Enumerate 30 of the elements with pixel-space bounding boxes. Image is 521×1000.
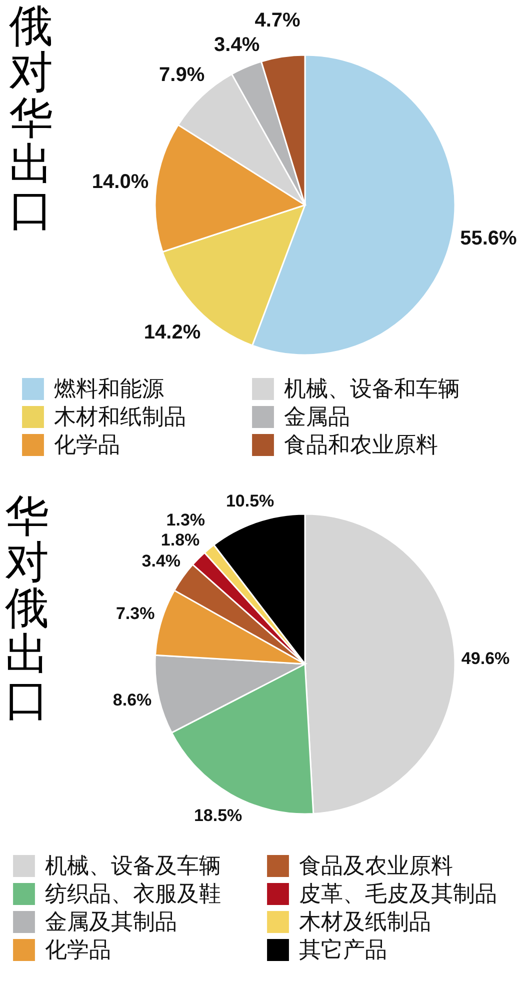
legend-label: 食品和农业原料 (284, 433, 438, 458)
legend-label: 化学品 (45, 938, 111, 963)
legend-label: 燃料和能源 (54, 377, 164, 402)
legend-label: 机械、设备和车辆 (284, 377, 460, 402)
legend-label: 皮革、毛皮及其制品 (299, 882, 497, 907)
legend-label: 食品及农业原料 (299, 854, 453, 879)
data-label: 14.2% (144, 321, 201, 344)
data-label: 49.6% (461, 648, 510, 668)
data-label: 4.7% (254, 10, 301, 32)
data-label: 3.4% (142, 552, 181, 571)
text: 俄对华出口 (9, 1, 53, 236)
legend-label: 纺织品、衣服及鞋 (45, 882, 221, 907)
legend-label: 金属品 (284, 405, 350, 430)
data-label: 14.0% (92, 171, 149, 194)
data-label: 18.5% (194, 806, 242, 826)
data-label: 10.5% (226, 492, 274, 511)
legend-label: 其它产品 (299, 938, 387, 963)
legend-label: 化学品 (54, 433, 120, 458)
legend-label: 金属及其制品 (45, 910, 177, 935)
data-label: 55.6% (460, 227, 518, 250)
data-label: 3.4% (214, 34, 260, 56)
data-label: 1.8% (160, 530, 200, 550)
data-label: 7.3% (116, 604, 155, 624)
text: 华对俄出口 (5, 491, 49, 726)
legend-label: 机械、设备及车辆 (45, 854, 221, 879)
data-label: 1.3% (166, 510, 206, 530)
data-label: 7.9% (159, 64, 205, 86)
data-label: 8.6% (112, 690, 152, 710)
legend-label: 木材和纸制品 (54, 405, 186, 430)
legend-label: 木材及纸制品 (299, 910, 431, 935)
